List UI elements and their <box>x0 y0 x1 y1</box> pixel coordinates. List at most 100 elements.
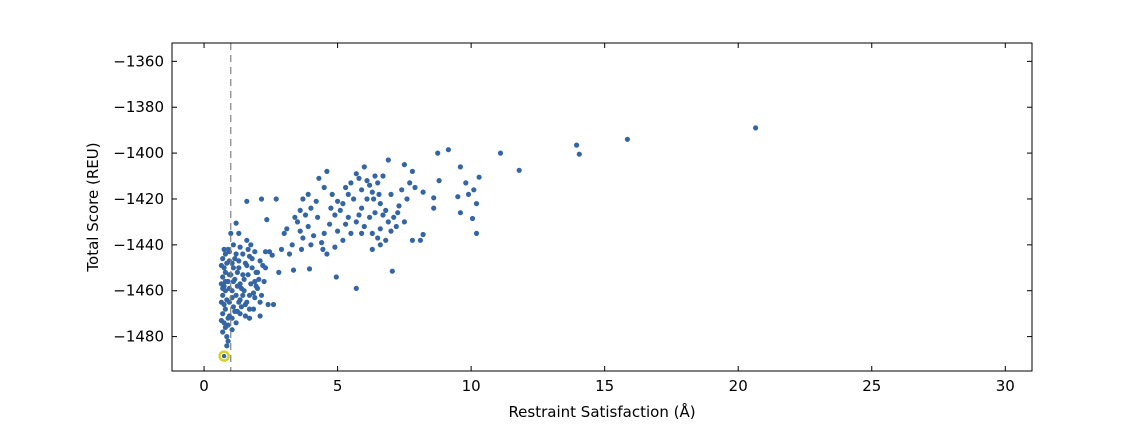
y-tick-label: −1460 <box>113 282 164 300</box>
x-tick-label: 15 <box>595 377 614 395</box>
data-point-159 <box>218 262 224 269</box>
data-point-182 <box>240 251 246 257</box>
data-point-12 <box>465 191 472 197</box>
data-point-106 <box>345 214 351 220</box>
data-point-53 <box>375 235 381 241</box>
data-point-164 <box>225 338 231 344</box>
data-point-13 <box>473 201 480 207</box>
data-point-102 <box>284 226 290 232</box>
x-tick-label: 30 <box>996 377 1015 395</box>
data-point-59 <box>369 246 375 252</box>
data-point-217 <box>240 272 246 278</box>
data-point-123 <box>388 228 394 234</box>
data-point-28 <box>265 301 271 308</box>
data-point-97 <box>300 235 306 241</box>
x-tick-label: 5 <box>333 377 343 395</box>
y-tick-label: −1360 <box>113 52 164 70</box>
data-point-65 <box>391 214 397 220</box>
y-axis-title: Total Score (REU) <box>84 142 102 272</box>
data-point-10 <box>463 180 469 186</box>
data-point-58 <box>377 242 383 248</box>
data-point-8 <box>435 150 441 156</box>
x-axis-ticks: 0 5 10 15 20 25 30 <box>199 43 1015 395</box>
data-point-99 <box>281 230 287 236</box>
data-point-51 <box>367 214 373 220</box>
data-point-78 <box>356 175 362 181</box>
data-point-7 <box>445 147 451 153</box>
data-point-184 <box>244 237 250 243</box>
data-point-77 <box>364 178 370 184</box>
data-point-36 <box>244 198 250 204</box>
data-point-168 <box>236 258 242 264</box>
data-point-215 <box>225 322 231 328</box>
data-point-138 <box>222 269 228 275</box>
data-point-163 <box>224 343 230 349</box>
data-point-132 <box>359 230 365 236</box>
data-point-98 <box>289 242 295 248</box>
data-point-85 <box>316 175 322 181</box>
data-point-34 <box>273 196 279 202</box>
plot-frame <box>171 42 1033 372</box>
data-point-5 <box>457 164 463 170</box>
data-point-64 <box>383 207 389 213</box>
data-point-186 <box>249 265 255 271</box>
data-point-124 <box>377 226 383 232</box>
data-point-55 <box>393 223 399 230</box>
data-point-231 <box>222 278 228 285</box>
data-point-192 <box>252 295 258 301</box>
y-tick-label: −1400 <box>113 144 164 162</box>
data-point-21 <box>420 231 426 238</box>
data-point-104 <box>332 212 338 218</box>
data-point-134 <box>222 251 228 257</box>
x-tick-label: 0 <box>199 377 209 395</box>
data-point-188 <box>248 281 254 287</box>
highlight-dot <box>221 353 227 359</box>
data-point-208 <box>266 249 273 255</box>
data-point-199 <box>261 278 267 285</box>
data-point-33 <box>264 217 270 223</box>
data-point-120 <box>300 196 306 202</box>
data-point-218 <box>254 269 261 275</box>
data-point-62 <box>369 189 375 195</box>
data-point-71 <box>409 168 415 174</box>
data-point-127 <box>376 191 382 197</box>
data-point-212 <box>236 265 242 271</box>
data-point-213 <box>241 288 247 294</box>
data-point-40 <box>262 249 269 255</box>
data-point-230 <box>252 278 258 285</box>
data-point-39 <box>269 252 275 258</box>
data-point-200 <box>258 292 265 298</box>
x-tick-label: 25 <box>862 377 881 395</box>
data-point-26 <box>306 266 313 272</box>
data-point-202 <box>242 313 248 319</box>
data-point-37 <box>233 220 239 226</box>
data-point-60 <box>359 205 365 211</box>
data-point-14 <box>469 215 476 222</box>
data-point-109 <box>372 210 378 216</box>
data-point-139 <box>220 274 226 280</box>
y-tick-label: −1420 <box>113 190 164 208</box>
data-point-119 <box>305 191 311 197</box>
data-point-52 <box>369 230 375 236</box>
data-point-169 <box>230 265 236 271</box>
data-point-197 <box>252 249 258 255</box>
data-point-45 <box>324 251 330 257</box>
data-point-74 <box>385 157 391 163</box>
data-point-129 <box>328 205 334 211</box>
data-point-35 <box>258 196 265 202</box>
data-point-91 <box>292 214 298 220</box>
data-point-165 <box>228 230 234 236</box>
y-axis-ticks: −1480 −1460 −1440 −1420 −1400 −1380 −1360 <box>113 52 1032 346</box>
x-axis-title: Restraint Satisfaction (Å) <box>508 402 695 421</box>
data-point-48 <box>348 230 354 236</box>
data-points <box>218 125 759 349</box>
data-point-183 <box>237 244 243 250</box>
data-point-50 <box>356 212 362 218</box>
data-point-161 <box>218 299 224 305</box>
data-point-92 <box>297 228 303 234</box>
data-point-30 <box>246 315 253 321</box>
data-point-122 <box>383 237 389 243</box>
data-point-101 <box>286 251 293 257</box>
data-point-209 <box>232 256 238 262</box>
data-point-89 <box>302 212 309 218</box>
